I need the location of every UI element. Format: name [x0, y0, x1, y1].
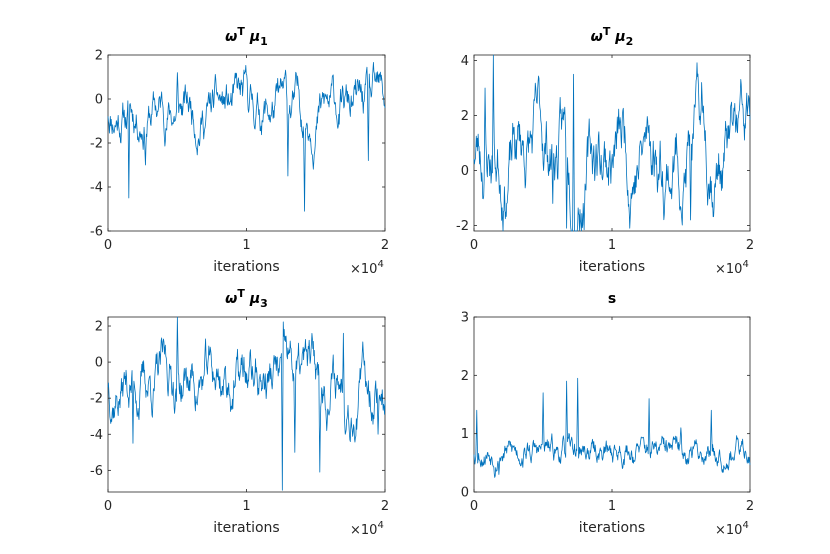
subplot-4: 0 1 2 0 1 2 3 iterations ×104 s [461, 291, 754, 538]
series-trace [473, 54, 751, 232]
y-tick-label: 1 [461, 427, 469, 442]
y-tick-label: -2 [456, 219, 469, 234]
y-tick-label: 2 [461, 109, 469, 124]
x-tick-label: 1 [242, 499, 250, 514]
y-tick-label: 0 [95, 93, 103, 108]
y-tick-label: 3 [461, 311, 469, 326]
x-axis-label: iterations [213, 259, 279, 275]
x-tick-label: 1 [242, 238, 250, 253]
subplot-3: 0 1 2 -6 -4 -2 0 2 iterations ×104 ωT μ3 [90, 287, 389, 538]
y-tick-label: -2 [90, 392, 103, 407]
x-multiplier: ×104 [350, 259, 384, 277]
x-tick-label: 2 [381, 499, 389, 514]
x-tick-label: 0 [104, 499, 112, 514]
title-mu: μ [249, 29, 260, 45]
series-trace [473, 377, 751, 478]
axes-box [473, 54, 751, 232]
subplot-title: ωT μ3 [225, 287, 268, 310]
x-multiplier-exponent: 4 [377, 259, 383, 270]
x-multiplier-base: ×10 [350, 262, 377, 277]
title-superscript: T [237, 25, 245, 38]
y-tick-label: -6 [90, 464, 103, 479]
title-subscript: 2 [626, 35, 634, 48]
y-tick-label: -4 [90, 428, 103, 443]
x-tick-label: 0 [470, 499, 478, 514]
title-omega: ω [225, 29, 237, 45]
x-tick-label: 2 [746, 499, 754, 514]
x-multiplier-base: ×10 [715, 262, 742, 277]
x-multiplier: ×104 [715, 520, 749, 538]
x-multiplier: ×104 [715, 259, 749, 277]
subplot-title: ωT μ2 [591, 25, 634, 48]
x-multiplier-exponent: 4 [742, 259, 748, 270]
series-trace [107, 62, 386, 212]
x-tick-label: 1 [608, 238, 616, 253]
x-axis-label: iterations [579, 259, 645, 275]
x-multiplier-exponent: 4 [377, 520, 383, 531]
y-tick-label: 2 [95, 49, 103, 64]
title-omega: ω [225, 291, 237, 307]
y-tick-label: 0 [461, 486, 469, 501]
y-tick-label: 0 [95, 356, 103, 371]
title-mu: μ [614, 29, 625, 45]
title-mu: μ [249, 291, 260, 307]
axes-box [473, 316, 751, 493]
x-tick-label: 1 [608, 499, 616, 514]
x-multiplier-base: ×10 [350, 523, 377, 538]
title-subscript: 3 [260, 297, 268, 310]
axes-box [107, 54, 386, 232]
x-multiplier: ×104 [350, 520, 384, 538]
y-tick-label: 0 [461, 164, 469, 179]
x-multiplier-base: ×10 [715, 523, 742, 538]
title-superscript: T [237, 287, 245, 300]
subplot-title: s [608, 291, 616, 307]
y-tick-label: 2 [461, 369, 469, 384]
y-tick-label: -2 [90, 137, 103, 152]
x-multiplier-exponent: 4 [742, 520, 748, 531]
y-tick-label: -4 [90, 181, 103, 196]
x-axis-label: iterations [213, 520, 279, 536]
x-tick-label: 0 [104, 238, 112, 253]
title-superscript: T [603, 25, 611, 38]
series-trace [107, 316, 386, 491]
x-axis-label: iterations [579, 520, 645, 536]
x-tick-label: 0 [470, 238, 478, 253]
x-tick-label: 2 [381, 238, 389, 253]
title-omega: ω [591, 29, 603, 45]
x-tick-label: 2 [746, 238, 754, 253]
y-tick-label: 2 [95, 320, 103, 335]
title-subscript: 1 [260, 35, 268, 48]
y-tick-label: -6 [90, 225, 103, 240]
y-tick-label: 4 [461, 54, 469, 69]
subplot-title: ωT μ1 [225, 25, 268, 48]
